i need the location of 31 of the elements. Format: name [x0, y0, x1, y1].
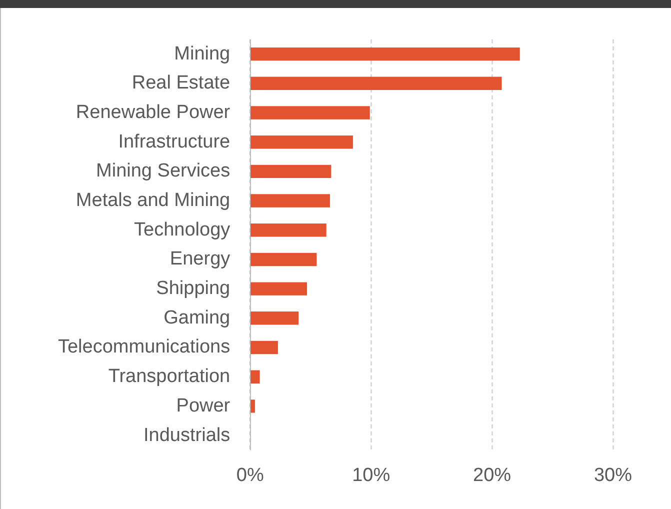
bar [250, 106, 370, 120]
bar [250, 340, 278, 354]
y-tick-label: Industrials [144, 424, 230, 446]
x-tick-label: 10% [352, 464, 390, 486]
y-tick-label: Shipping [156, 278, 230, 300]
x-tick-label: 20% [473, 464, 512, 486]
y-tick-label: Technology [134, 219, 231, 240]
bar [250, 224, 326, 237]
y-tick-label: Metals and Mining [76, 190, 230, 212]
bar [250, 252, 317, 266]
y-tick-label: Mining Services [96, 160, 230, 182]
bar [250, 47, 520, 61]
x-tick-label: 0% [236, 464, 264, 486]
y-tick-label: Gaming [164, 307, 230, 328]
bar [250, 194, 330, 208]
y-tick-label: Transportation [108, 366, 230, 388]
y-tick-label: Power [176, 395, 231, 416]
x-tick-label: 30% [594, 464, 632, 486]
bar [250, 164, 332, 178]
y-tick-label: Energy [170, 248, 231, 270]
bar [250, 76, 502, 90]
y-tick-label: Renewable Power [76, 102, 231, 123]
bar [250, 370, 260, 384]
bar [250, 282, 307, 296]
y-tick-label: Mining [174, 43, 230, 64]
y-tick-label: Infrastructure [118, 131, 230, 152]
bar [250, 136, 353, 149]
bar [250, 312, 299, 325]
y-tick-label: Real Estate [132, 72, 230, 94]
y-tick-label: Telecommunications [58, 336, 230, 358]
bar [250, 400, 255, 413]
